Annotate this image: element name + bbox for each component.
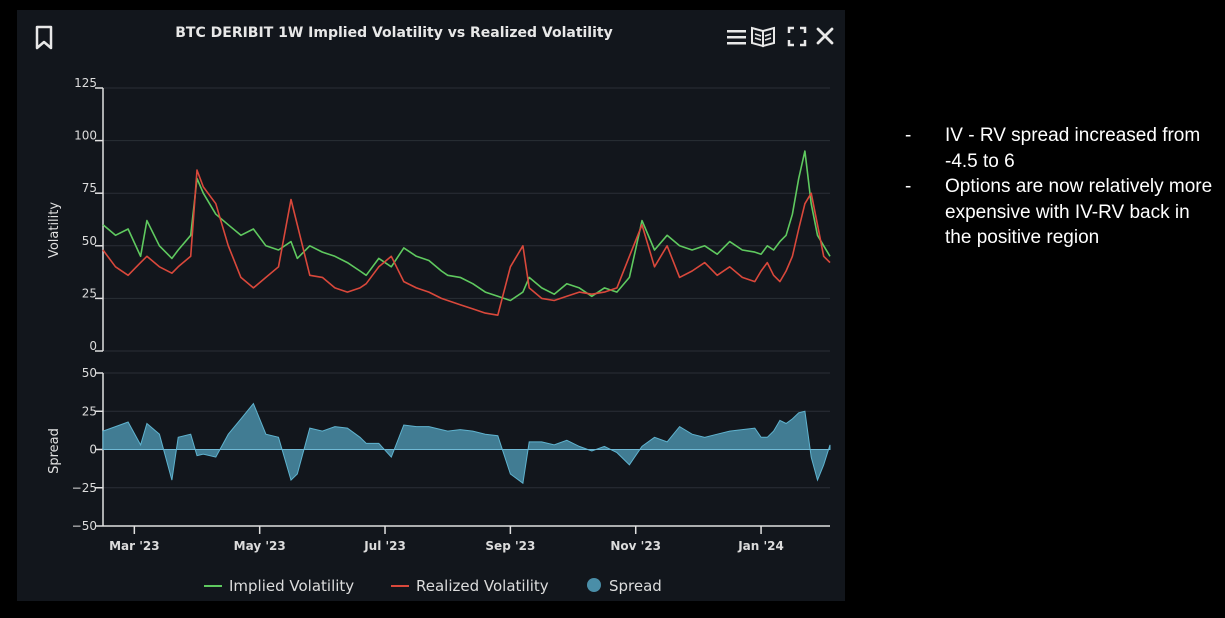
x-tick-label: Jul '23 — [363, 539, 406, 553]
x-tick-label: Nov '23 — [610, 539, 661, 553]
y-tick-label: 0 — [89, 339, 97, 353]
legend-item-implied-volatility[interactable]: Implied Volatility — [204, 577, 354, 595]
chart-svg: BTC DERIBIT 1W Implied Volatility vs Rea… — [35, 25, 834, 595]
legend-item-realized-volatility[interactable]: Realized Volatility — [391, 577, 549, 595]
x-axis-ticks: Mar '23 May '23 Jul '23 Sep '23 Nov '23 Jan '… — [109, 526, 784, 553]
spread-area — [102, 402, 831, 485]
x-tick-label: Jan '24 — [737, 539, 784, 553]
spread-axis-title: Spread — [47, 428, 62, 474]
legend-label-implied: Implied Volatility — [229, 577, 354, 595]
spread-y-ticks: −50 −25 0 25 50 — [72, 366, 103, 533]
note-bullet: - — [905, 176, 912, 197]
note-item: - IV - RV spread increased from -4.5 to 6 — [905, 123, 1215, 174]
x-tick-label: Sep '23 — [485, 539, 535, 553]
volatility-gridlines — [103, 87, 830, 352]
legend-item-spread[interactable]: Spread — [587, 577, 662, 595]
y-tick-label: 50 — [82, 366, 97, 380]
spread-series — [102, 402, 831, 485]
note-bullet: - — [905, 125, 912, 146]
book-icon[interactable] — [751, 26, 775, 48]
y-tick-label: 0 — [89, 443, 97, 457]
y-tick-label: 25 — [82, 404, 97, 418]
legend-label-realized: Realized Volatility — [416, 577, 549, 595]
volatility-axis-title: Volatility — [47, 202, 62, 258]
y-tick-label: 125 — [74, 76, 97, 90]
realized-volatility-line — [102, 169, 831, 317]
y-tick-label: 50 — [82, 234, 97, 248]
y-tick-label: 75 — [82, 181, 97, 195]
chart-panel: BTC DERIBIT 1W Implied Volatility vs Rea… — [17, 10, 845, 601]
chart-title: BTC DERIBIT 1W Implied Volatility vs Rea… — [175, 25, 612, 41]
notes-list: - IV - RV spread increased from -4.5 to 6… — [905, 123, 1215, 251]
volatility-series — [102, 150, 831, 317]
note-item: - Options are now relatively more expensi… — [905, 174, 1215, 251]
y-tick-label: 100 — [74, 129, 97, 143]
menu-icon[interactable] — [727, 30, 746, 45]
y-tick-label: −50 — [72, 519, 97, 533]
note-text: IV - RV spread increased from -4.5 to 6 — [945, 125, 1201, 172]
legend: Implied Volatility Realized Volatility S… — [204, 577, 662, 595]
y-tick-label: 25 — [82, 286, 97, 300]
x-tick-label: Mar '23 — [109, 539, 160, 553]
close-icon[interactable] — [816, 27, 834, 45]
note-text: Options are now relatively more expensiv… — [945, 176, 1213, 248]
fullscreen-icon[interactable] — [787, 26, 807, 47]
implied-volatility-line — [102, 150, 831, 302]
bookmark-icon[interactable] — [35, 25, 53, 50]
volatility-y-ticks: 0 25 50 75 100 125 — [74, 76, 103, 353]
legend-label-spread: Spread — [609, 577, 662, 595]
x-tick-label: May '23 — [234, 539, 286, 553]
y-tick-label: −25 — [72, 481, 97, 495]
